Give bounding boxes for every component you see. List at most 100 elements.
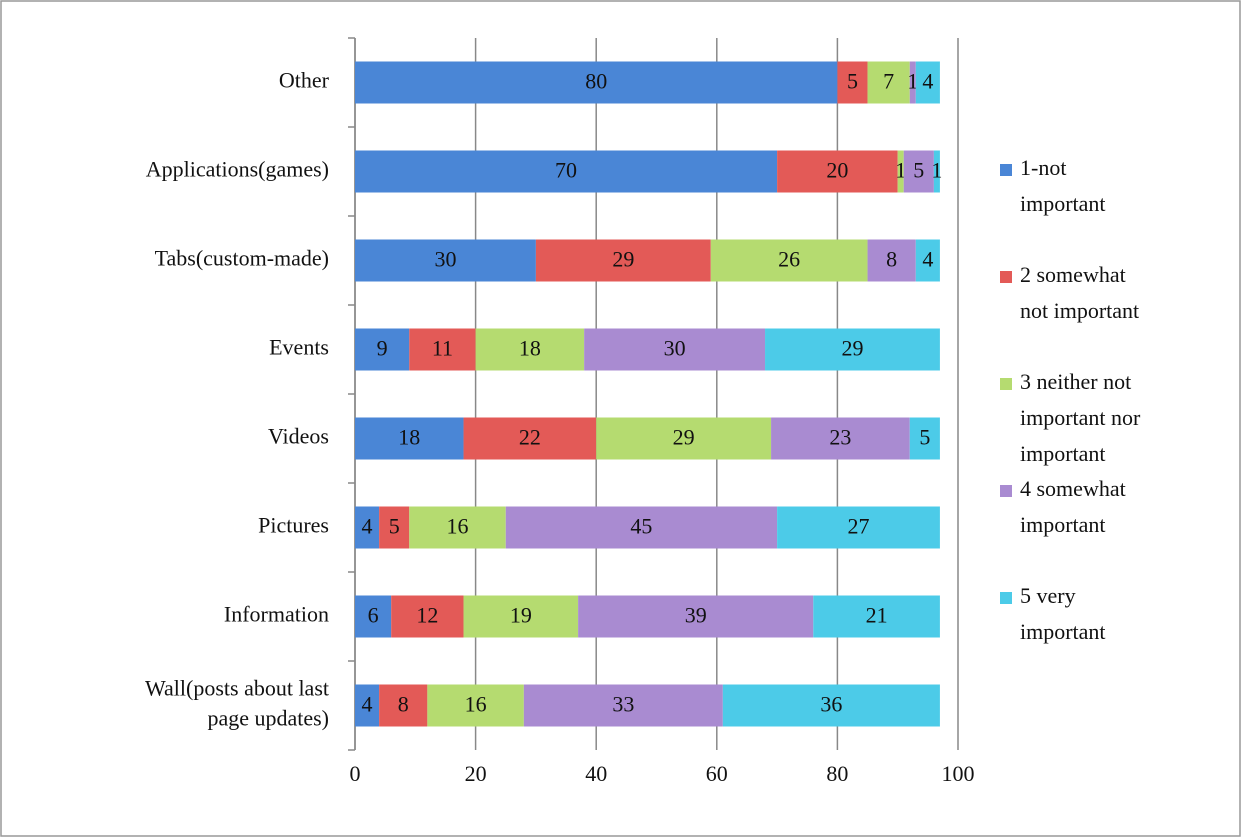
x-tick-label: 40: [585, 761, 607, 786]
data-label: 26: [778, 247, 800, 272]
bar-segment: [391, 595, 464, 638]
bar-segment: [379, 684, 428, 727]
data-label: 5: [847, 69, 858, 94]
data-label: 30: [434, 247, 456, 272]
data-label: 12: [416, 603, 438, 628]
data-label: 5: [919, 425, 930, 450]
bar-segment: [915, 61, 940, 104]
bar-segment: [777, 506, 940, 549]
bar-segment: [355, 506, 380, 549]
data-label: 23: [829, 425, 851, 450]
bar-segment: [933, 150, 940, 193]
data-label: 29: [673, 425, 695, 450]
data-label: 16: [465, 692, 487, 717]
data-label: 20: [826, 158, 848, 183]
data-label: 5: [389, 514, 400, 539]
bar-segment: [355, 150, 778, 193]
data-label: 30: [664, 336, 686, 361]
data-label: 4: [922, 69, 933, 94]
data-label: 39: [685, 603, 707, 628]
legend-swatch: [1000, 164, 1012, 176]
legend-swatch: [1000, 592, 1012, 604]
bar-segment: [584, 328, 766, 371]
x-tick-label: 100: [942, 761, 975, 786]
data-label: 18: [398, 425, 420, 450]
y-tick-label: Pictures: [258, 513, 329, 538]
bar-segment: [355, 417, 464, 460]
bar-segment: [915, 239, 940, 282]
bar-segment: [475, 328, 585, 371]
y-tick-label: Events: [269, 335, 329, 360]
bar-segment: [355, 61, 838, 104]
bar-segment: [722, 684, 940, 727]
x-tick-label: 0: [350, 761, 361, 786]
legend-label: 4 somewhat important: [1020, 476, 1126, 537]
bar-segment: [710, 239, 868, 282]
data-label: 19: [510, 603, 532, 628]
data-label: 4: [362, 514, 373, 539]
data-label: 9: [377, 336, 388, 361]
data-label: 5: [913, 158, 924, 183]
legend-label: 1-not important: [1020, 155, 1106, 216]
data-label: 4: [922, 247, 933, 272]
bar-segment: [578, 595, 814, 638]
data-label: 36: [820, 692, 842, 717]
data-label: 80: [585, 69, 607, 94]
legend-label: 2 somewhat not important: [1020, 262, 1139, 323]
data-label: 1: [931, 158, 942, 183]
bar-segment: [535, 239, 711, 282]
bar-segment: [596, 417, 772, 460]
bar-segment: [771, 417, 910, 460]
data-label: 18: [519, 336, 541, 361]
data-label: 8: [398, 692, 409, 717]
bar-segment: [355, 239, 536, 282]
bar-segment: [379, 506, 410, 549]
bar-segment: [813, 595, 940, 638]
data-label: 29: [612, 247, 634, 272]
y-tick-label: Videos: [268, 424, 329, 449]
bar-segment: [909, 417, 940, 460]
data-label: 33: [612, 692, 634, 717]
y-tick-label: Tabs(custom-made): [155, 246, 329, 271]
bar-segment: [463, 417, 597, 460]
bar-segment: [409, 328, 476, 371]
y-tick-label: Information: [224, 602, 329, 627]
bar-segment: [409, 506, 506, 549]
bar-segment: [765, 328, 940, 371]
data-label: 11: [432, 336, 453, 361]
data-label: 6: [368, 603, 379, 628]
x-tick-label: 20: [465, 761, 487, 786]
bar-segment: [355, 595, 392, 638]
bar-segment: [867, 61, 910, 104]
legend-swatch: [1000, 378, 1012, 390]
bar-segment: [505, 506, 778, 549]
data-label: 16: [447, 514, 469, 539]
legend-swatch: [1000, 271, 1012, 283]
data-label: 7: [883, 69, 894, 94]
x-tick-label: 80: [826, 761, 848, 786]
y-tick-label: Wall(posts about last page updates): [145, 676, 329, 731]
y-tick-label: Applications(games): [146, 157, 329, 182]
legend-swatch: [1000, 485, 1012, 497]
x-tick-label: 60: [706, 761, 728, 786]
legend-label: 5 very important: [1020, 583, 1106, 644]
data-label: 1: [907, 69, 918, 94]
bar-segment: [427, 684, 524, 727]
legend-label: 3 neither not important nor important: [1020, 369, 1141, 466]
data-label: 22: [519, 425, 541, 450]
data-label: 8: [886, 247, 897, 272]
data-label: 29: [841, 336, 863, 361]
bar-segment: [903, 150, 934, 193]
bar-segment: [837, 61, 868, 104]
data-label: 70: [555, 158, 577, 183]
data-label: 1: [895, 158, 906, 183]
data-label: 45: [630, 514, 652, 539]
bar-segment: [909, 61, 916, 104]
bar-segment: [867, 239, 916, 282]
data-label: 21: [866, 603, 888, 628]
y-tick-label: Other: [279, 68, 330, 93]
bar-segment: [897, 150, 904, 193]
data-label: 4: [362, 692, 373, 717]
data-label: 27: [848, 514, 870, 539]
